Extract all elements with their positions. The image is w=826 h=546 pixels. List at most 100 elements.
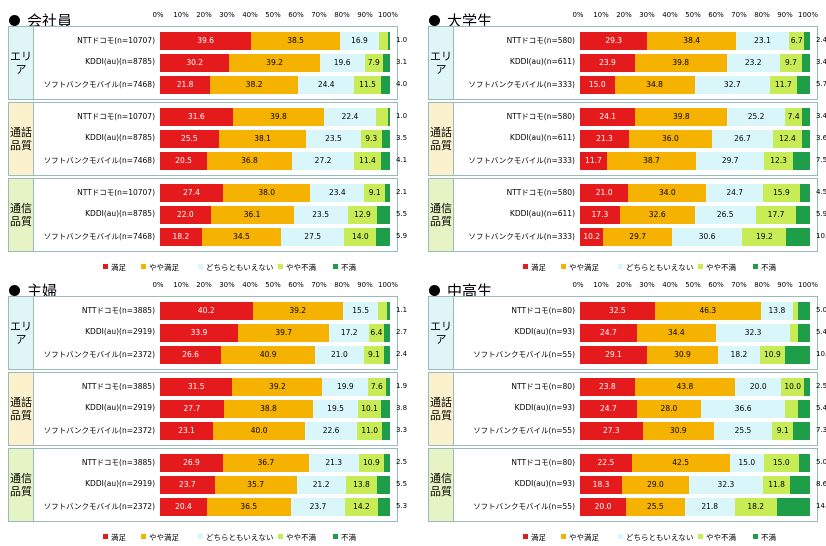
group-rows: NTTドコモ(n=80) 23.8 43.8 20.0 10.0 2.5 KDDI(au)(… xyxy=(453,373,826,445)
bar-segment xyxy=(796,76,810,94)
legend-label: やや不満 xyxy=(706,533,736,542)
bar-row: ソフトバンクモバイル(n=7468) 20.5 36.8 27.2 11.4 4.1 xyxy=(34,150,407,172)
bar-segment: 28.0 xyxy=(636,400,702,418)
data-label: 33.9 xyxy=(190,328,208,337)
bar-row: ソフトバンクモバイル(n=7468) 18.2 34.5 27.5 14.0 5.9 xyxy=(34,226,407,248)
data-label: 3.1 xyxy=(396,58,408,66)
bar-segment: 18.2 xyxy=(717,346,760,364)
stacked-bar: 27.4 38.0 23.4 9.1 xyxy=(160,184,390,202)
x-tick-label: 90% xyxy=(357,281,373,289)
legend-swatch xyxy=(333,534,338,539)
bar-segment: 39.8 xyxy=(232,108,325,126)
bar-segment: 11.8 xyxy=(763,476,791,494)
row-label: NTTドコモ(n=3885) xyxy=(81,458,155,467)
data-label: 32.5 xyxy=(608,306,626,315)
data-label: 7.5 xyxy=(816,156,826,164)
panel-title-text: 中高生 xyxy=(447,282,493,300)
legend-label: やや満足 xyxy=(149,533,179,542)
bar-segment xyxy=(801,130,810,148)
stacked-bar: 21.3 36.0 26.7 12.4 xyxy=(580,130,810,148)
data-label: 17.3 xyxy=(591,210,609,219)
bar-segment: 30.9 xyxy=(646,346,718,364)
data-label: 28.0 xyxy=(660,404,678,413)
data-label: 25.5 xyxy=(734,426,752,435)
data-label: 22.0 xyxy=(176,210,194,219)
data-label: 23.1 xyxy=(178,426,195,435)
bar-segment xyxy=(792,152,810,170)
bar-segment: 19.9 xyxy=(322,378,369,396)
bar-row: KDDI(au)(n=93) 24.7 28.0 36.6 5.4 xyxy=(454,398,826,420)
bar-segment: 9.7 xyxy=(779,54,803,72)
x-tick-label: 50% xyxy=(685,281,701,289)
bar-segment: 23.2 xyxy=(726,54,780,72)
data-label: 39.8 xyxy=(672,112,690,121)
data-label: 15.0 xyxy=(588,80,606,89)
bar-segment: 10.9 xyxy=(759,346,785,364)
data-label: 36.7 xyxy=(257,458,275,467)
data-label: 20.4 xyxy=(175,502,192,511)
bar-segment: 29.1 xyxy=(580,346,647,364)
bar-segment: 23.7 xyxy=(160,476,215,494)
bar-row: ソフトバンクモバイル(n=2372) 26.6 40.9 21.0 9.1 2.4 xyxy=(34,344,407,366)
bar-row: KDDI(au)(n=2919) 27.7 38.8 19.5 10.1 3.8 xyxy=(34,398,407,420)
data-label: 5.7 xyxy=(816,80,826,88)
x-tick-label: 10% xyxy=(173,281,189,289)
bar-segment: 13.8 xyxy=(345,476,378,494)
bar-segment xyxy=(384,454,390,472)
bar-row: NTTドコモ(n=3885) 31.5 39.2 19.9 7.6 1.9 xyxy=(34,376,407,398)
row-label: KDDI(au)(n=611) xyxy=(509,133,575,142)
x-tick-label: 20% xyxy=(196,11,212,19)
group-box: エリア NTTドコモ(n=3885) 40.2 39.2 15.5 1.1 KDDI(au)… xyxy=(8,296,407,370)
legend-swatch xyxy=(523,264,528,269)
data-label: 39.7 xyxy=(275,328,293,337)
data-label: 11.7 xyxy=(775,80,792,89)
bar-row: NTTドコモ(n=10707) 31.6 39.8 22.4 1.0 xyxy=(34,106,407,128)
bar-segment: 9.1 xyxy=(363,346,385,364)
stacked-bar: 10.2 29.7 30.6 19.2 xyxy=(580,228,810,246)
bar-segment: 40.9 xyxy=(221,346,316,364)
row-label: ソフトバンクモバイル(n=55) xyxy=(473,350,575,359)
data-label: 15.5 xyxy=(352,306,369,315)
bar-segment: 15.0 xyxy=(580,76,615,94)
bar-segment xyxy=(785,400,798,418)
data-label: 9.3 xyxy=(365,134,378,143)
stacked-bar: 27.7 38.8 19.5 10.1 xyxy=(160,400,390,418)
stacked-bar: 26.9 36.7 21.3 10.9 xyxy=(160,454,390,472)
data-label: 38.2 xyxy=(245,80,263,89)
bar-segment: 20.0 xyxy=(735,378,782,396)
data-label: 40.0 xyxy=(250,426,268,435)
data-label: 39.8 xyxy=(270,112,287,121)
data-label: 10.9 xyxy=(764,350,781,359)
bar-segment xyxy=(793,422,810,440)
bar-segment: 38.5 xyxy=(251,32,340,50)
row-label: KDDI(au)(n=8785) xyxy=(85,133,155,142)
legend-swatch xyxy=(698,534,703,539)
bar-segment: 19.5 xyxy=(313,400,358,418)
stacked-bar: 33.9 39.7 17.2 6.4 xyxy=(160,324,390,342)
bar-segment: 29.3 xyxy=(580,32,648,50)
group-label: エリア xyxy=(429,297,453,369)
x-tick-label: 30% xyxy=(219,281,235,289)
data-label: 27.2 xyxy=(314,156,332,165)
legend-label: 満足 xyxy=(111,263,126,272)
bar-row: KDDI(au)(n=93) 18.3 29.0 32.3 11.8 8.6 xyxy=(454,474,826,496)
data-label: 32.3 xyxy=(744,328,762,337)
data-label: 43.8 xyxy=(676,382,694,391)
bar-row: NTTドコモ(n=580) 24.1 39.8 25.2 7.4 3.4 xyxy=(454,106,826,128)
legend-item: 不満 xyxy=(753,532,776,543)
bar-segment: 34.0 xyxy=(628,184,707,202)
bar-segment xyxy=(776,498,810,516)
data-label: 10.2 xyxy=(583,232,601,241)
legend-swatch xyxy=(333,264,338,269)
bar-segment: 32.3 xyxy=(715,324,791,342)
bar-segment: 12.9 xyxy=(347,206,378,224)
bar-segment: 15.0 xyxy=(729,454,764,472)
data-label: 36.0 xyxy=(662,134,679,143)
stacked-bar: 22.5 42.5 15.0 15.0 xyxy=(580,454,810,472)
group-box: 通信品質 NTTドコモ(n=3885) 26.9 36.7 21.3 10.9 2.5 KDD… xyxy=(8,448,407,522)
data-label: 2.5 xyxy=(816,382,826,390)
legend-item: どちらともいえない xyxy=(618,532,693,543)
legend-item: やや不満 xyxy=(698,262,736,273)
legend-swatch xyxy=(753,264,758,269)
bar-segment: 22.6 xyxy=(305,422,358,440)
